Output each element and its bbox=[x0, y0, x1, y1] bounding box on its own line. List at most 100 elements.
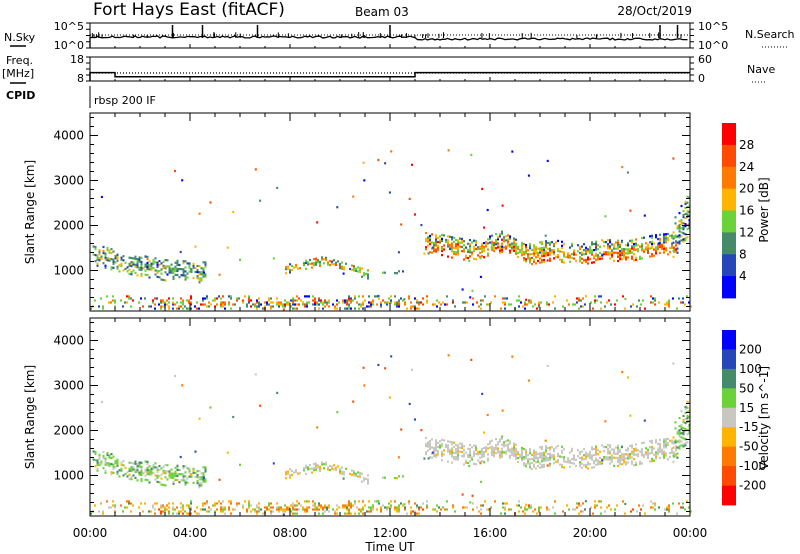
echo-cell bbox=[538, 303, 540, 306]
echo-cell bbox=[572, 508, 574, 511]
echo-cell bbox=[336, 512, 338, 515]
echo-cell bbox=[164, 279, 167, 282]
echo-cell bbox=[589, 454, 591, 458]
echo-cell bbox=[627, 447, 629, 450]
echo-cell bbox=[226, 246, 229, 249]
echo-cell bbox=[200, 478, 203, 481]
echo-cell bbox=[420, 506, 422, 509]
echo-cell bbox=[138, 473, 141, 476]
echo-cell bbox=[573, 257, 575, 260]
echo-cell bbox=[579, 252, 581, 255]
echo-cell bbox=[503, 445, 505, 448]
echo-cell bbox=[170, 476, 173, 479]
echo-cell bbox=[315, 257, 317, 260]
echo-cell bbox=[451, 256, 453, 259]
echo-cell bbox=[441, 450, 443, 454]
echo-cell bbox=[600, 506, 602, 509]
echo-cell bbox=[120, 461, 123, 464]
echo-cell bbox=[682, 414, 685, 418]
echo-cell bbox=[478, 305, 480, 308]
echo-cell bbox=[545, 246, 547, 249]
echo-cell bbox=[680, 424, 683, 427]
echo-cell bbox=[184, 475, 187, 478]
echo-cell bbox=[500, 512, 502, 515]
echo-cell bbox=[571, 447, 573, 450]
echo-cell bbox=[529, 259, 531, 262]
echo-cell bbox=[196, 469, 199, 473]
echo-cell bbox=[120, 504, 122, 507]
echo-cell bbox=[354, 307, 356, 310]
echo-cell bbox=[374, 500, 376, 503]
echo-cell bbox=[605, 456, 607, 459]
echo-cell bbox=[416, 504, 418, 507]
echo-cell bbox=[630, 305, 632, 308]
echo-cell bbox=[96, 461, 99, 464]
echo-cell bbox=[394, 301, 396, 304]
echo-cell bbox=[579, 451, 581, 454]
echo-cell bbox=[102, 307, 104, 310]
echo-cell bbox=[457, 454, 459, 457]
echo-cell bbox=[491, 248, 493, 251]
echo-cell bbox=[276, 301, 278, 304]
echo-cell bbox=[531, 461, 533, 465]
echo-cell bbox=[489, 446, 491, 449]
echo-cell bbox=[414, 305, 416, 308]
echo-cell bbox=[589, 249, 591, 253]
echo-cell bbox=[222, 500, 224, 503]
echo-cell bbox=[367, 482, 369, 485]
echo-cell bbox=[260, 303, 262, 306]
echo-cell bbox=[504, 297, 506, 300]
echo-cell bbox=[154, 502, 156, 505]
echo-cell bbox=[90, 512, 92, 515]
echo-cell bbox=[561, 451, 563, 454]
echo-cell bbox=[196, 277, 199, 280]
echo-cell bbox=[112, 260, 115, 263]
echo-cell bbox=[521, 448, 523, 452]
echo-cell bbox=[480, 508, 482, 511]
echo-cell bbox=[136, 262, 139, 265]
echo-cell bbox=[300, 504, 302, 507]
echo-cell bbox=[437, 244, 439, 248]
echo-cell bbox=[182, 270, 185, 273]
echo-cell bbox=[686, 400, 689, 403]
echo-cell bbox=[102, 455, 105, 458]
echo-cell bbox=[465, 451, 467, 454]
echo-cell bbox=[429, 439, 431, 443]
echo-cell bbox=[529, 261, 531, 264]
echo-cell bbox=[204, 261, 207, 264]
echo-cell bbox=[497, 443, 499, 446]
echo-cell bbox=[581, 261, 583, 264]
echo-cell bbox=[449, 452, 451, 456]
echo-cell bbox=[98, 462, 101, 465]
echo-cell bbox=[561, 463, 563, 467]
echo-cell bbox=[150, 264, 153, 267]
echo-cell bbox=[412, 510, 414, 513]
echo-cell bbox=[319, 264, 321, 267]
echo-cell bbox=[461, 245, 463, 249]
echo-cell bbox=[416, 307, 418, 310]
echo-cell bbox=[469, 255, 471, 258]
echo-cell bbox=[516, 299, 518, 302]
nave-tick-min: 0 bbox=[698, 72, 705, 85]
echo-cell bbox=[581, 458, 583, 461]
echo-cell bbox=[176, 506, 178, 509]
echo-cell bbox=[174, 261, 177, 264]
echo-cell bbox=[116, 267, 119, 270]
echo-cell bbox=[487, 457, 489, 460]
echo-cell bbox=[633, 245, 635, 248]
echo-cell bbox=[440, 303, 442, 306]
echo-cell bbox=[582, 502, 584, 505]
echo-cell bbox=[563, 460, 565, 463]
echo-cell bbox=[166, 504, 168, 507]
echo-cell bbox=[344, 512, 346, 515]
echo-cell bbox=[625, 244, 627, 247]
echo-cell bbox=[432, 303, 434, 306]
echo-cell bbox=[289, 468, 291, 471]
echo-cell bbox=[148, 260, 151, 263]
echo-cell bbox=[517, 255, 519, 259]
echo-cell bbox=[497, 441, 499, 444]
echo-cell bbox=[581, 253, 583, 256]
echo-cell bbox=[655, 457, 657, 460]
echo-cell bbox=[553, 458, 555, 461]
echo-cell bbox=[525, 246, 527, 249]
